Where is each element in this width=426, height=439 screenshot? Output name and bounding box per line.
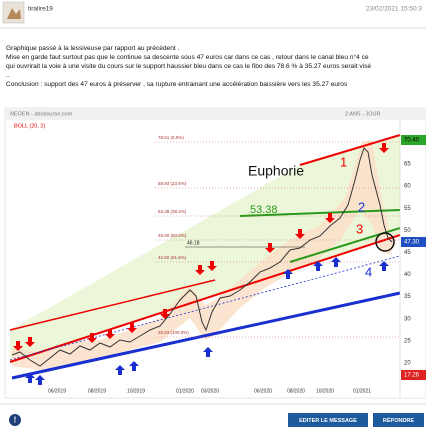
x-tick-label: 03/2020 — [201, 388, 219, 394]
wave-label: 3 — [356, 221, 363, 236]
sell-arrow — [295, 229, 305, 239]
chart-header — [5, 108, 426, 120]
sell-arrow — [379, 143, 389, 153]
y-tick-label: 20 — [404, 360, 411, 366]
buy-arrow — [115, 365, 125, 375]
chart-source: NEOEN - abcbourse.com — [10, 111, 72, 117]
y-tick-label: 55 — [404, 206, 411, 212]
post-line: Conclusion : support des 47 euros à prés… — [6, 81, 348, 88]
wave-label: 4 — [365, 264, 372, 279]
x-tick-label: 01/2020 — [176, 388, 194, 394]
highlight-circle — [375, 232, 395, 252]
fib-label: 42.60 (61.8%) — [158, 255, 187, 260]
post-line: Mise en garde faut surtout pas que le co… — [6, 53, 369, 61]
edit-button[interactable] — [288, 413, 368, 427]
support-line — [9, 255, 401, 361]
sell-arrow — [25, 337, 35, 347]
post-line: .. — [6, 72, 10, 79]
buy-arrow — [313, 261, 323, 271]
sell-arrow — [160, 309, 170, 319]
x-tick-label: 06/2020 — [254, 388, 272, 394]
buy-arrow — [25, 373, 35, 383]
y-tick-label: 45 — [404, 250, 411, 256]
sell-arrow — [105, 329, 115, 339]
sell-arrow — [195, 265, 205, 275]
fib-label: 48.00 (50.0%) — [158, 233, 187, 238]
buy-arrow — [203, 347, 213, 357]
x-tick-label: 08/2019 — [88, 388, 106, 394]
sell-arrow — [325, 213, 335, 223]
sell-arrow — [127, 323, 137, 333]
y-tick-label: 40 — [404, 272, 411, 278]
post-body: Graphique passé à la lessiveuse par rapp… — [6, 45, 371, 88]
y-tick-label: 30 — [404, 316, 411, 322]
last-label: 47.30 — [404, 240, 420, 246]
edit-button-label: EDITER LE MESSAGE — [299, 418, 357, 424]
low-badge — [401, 370, 426, 380]
report-icon-glyph: ! — [14, 416, 17, 425]
y-tick-label: 50 — [404, 228, 411, 234]
support-line — [11, 291, 401, 380]
avatar-image — [7, 8, 21, 19]
chart-image: NEOEN - abcbourse.com 2 ANS - JOUR BOLL … — [4, 107, 426, 399]
post-line: qui ouvrirait la voie à une visite du co… — [6, 63, 371, 70]
price-line — [11, 147, 393, 367]
report-icon[interactable] — [9, 414, 21, 426]
buy-arrow — [379, 261, 389, 271]
chart-indicator: BOLL (20, 2) — [14, 123, 45, 129]
x-tick-label: 06/2019 — [48, 388, 66, 394]
channel-line — [9, 234, 401, 363]
date: 23/02/2021 15:50:3 — [366, 6, 422, 13]
x-tick-label: 08/2020 — [287, 388, 305, 394]
x-tick-label: 10/2019 — [127, 388, 145, 394]
reply-button-label: RÉPONDRE — [383, 416, 415, 424]
high-badge — [401, 135, 426, 145]
buy-arrow — [129, 361, 139, 371]
green-line — [239, 209, 401, 217]
fib-label: 78.51 (0.0%) — [158, 135, 184, 140]
last-badge — [401, 237, 426, 247]
low-label: 17.26 — [404, 373, 420, 379]
buy-arrow — [283, 269, 293, 279]
author[interactable]: tiralire19 — [28, 6, 53, 13]
reply-button[interactable] — [373, 413, 424, 427]
channel-area — [10, 135, 400, 362]
buy-arrow — [35, 375, 45, 385]
fib-label: 26.03 (100.0%) — [158, 330, 189, 335]
y-tick-label: 25 — [404, 338, 411, 344]
y-tick-label: 65 — [404, 162, 411, 168]
marker-label: 46.18 — [187, 240, 200, 246]
x-tick-label: 10/2020 — [316, 388, 334, 394]
annotation: Euphorie — [248, 163, 304, 179]
y-tick-label: 60 — [404, 184, 411, 190]
post-line: Graphique passé à la lessiveuse par rapp… — [6, 45, 180, 52]
chart-period: 2 ANS - JOUR — [345, 111, 380, 117]
sell-arrow — [207, 261, 217, 271]
x-tick-label: 01/2021 — [353, 388, 371, 394]
wave-label: 2 — [358, 199, 365, 214]
sell-arrow — [265, 243, 275, 253]
sell-arrow — [87, 333, 97, 343]
fib-label: 58.93 (23.6%) — [158, 181, 187, 186]
channel-line — [9, 279, 216, 331]
level-label: 53.38 — [250, 204, 278, 216]
wave-label: 1 — [340, 154, 347, 169]
fib-label: 53.38 (38.2%) — [158, 209, 187, 214]
buy-arrow — [331, 257, 341, 267]
sell-arrow — [13, 341, 23, 351]
channel-line — [299, 134, 401, 166]
high-label: 70.40 — [404, 138, 420, 144]
y-tick-label: 35 — [404, 294, 411, 300]
